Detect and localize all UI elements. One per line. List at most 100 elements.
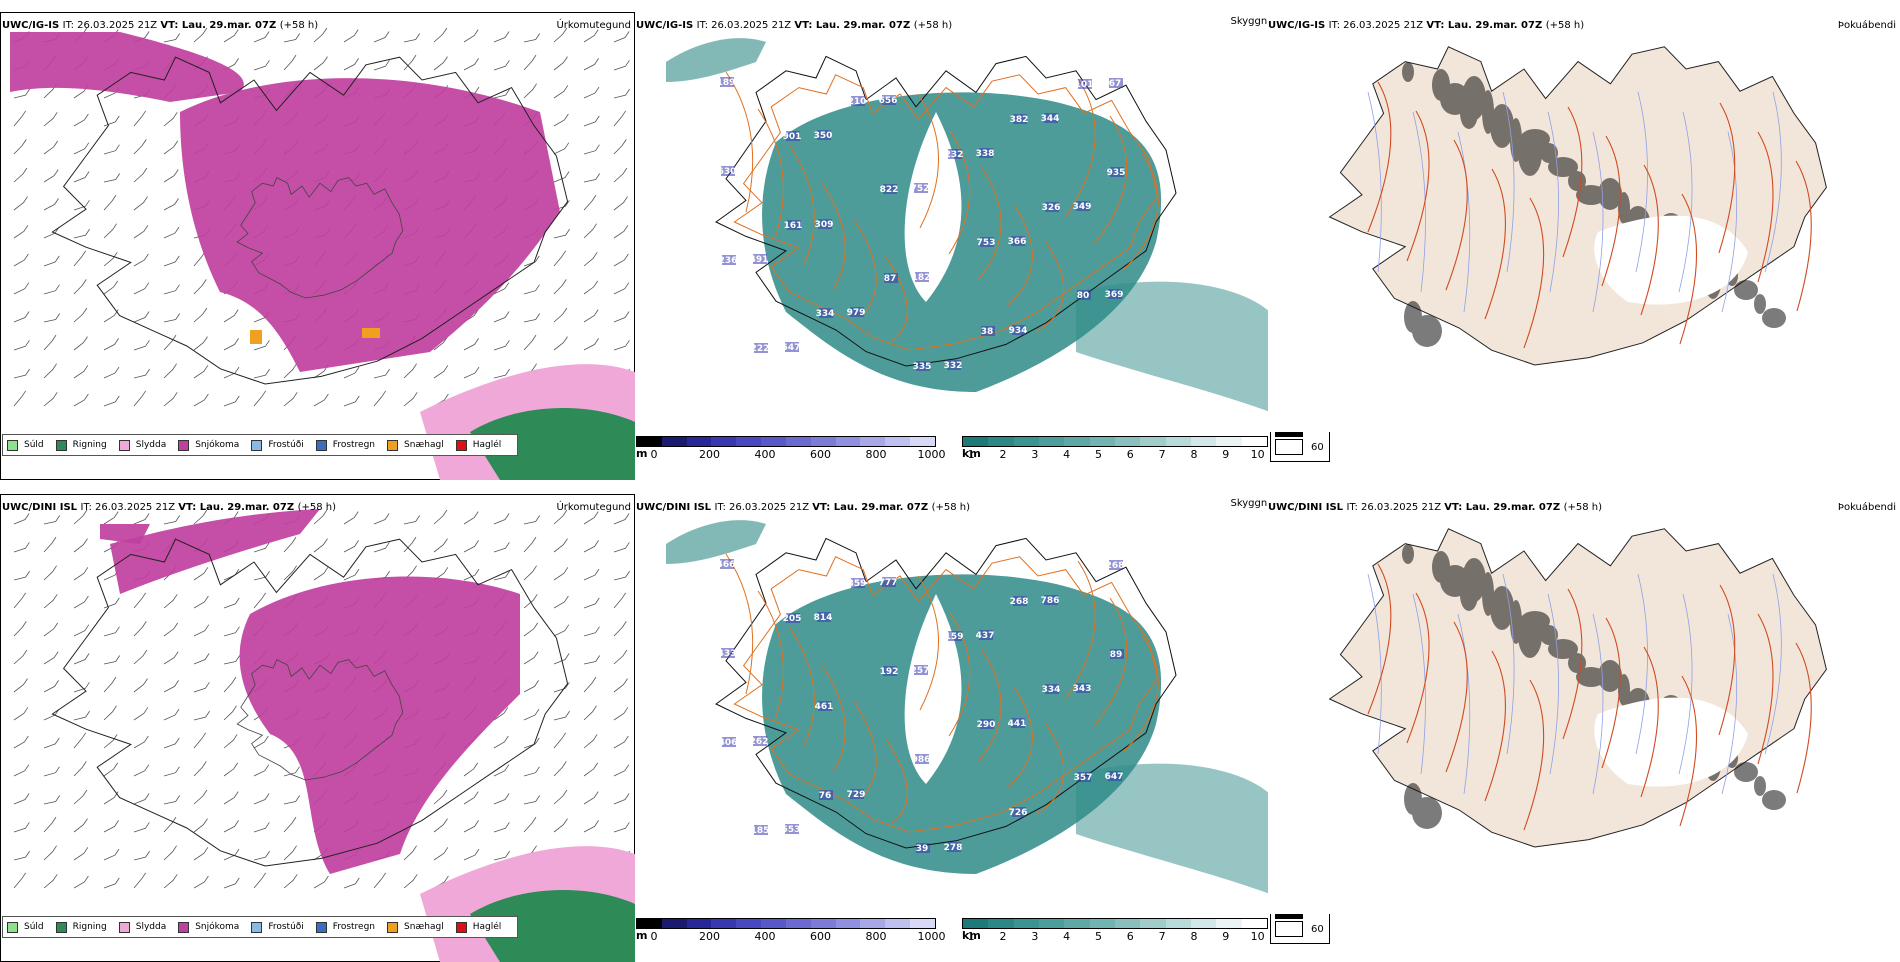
wind-barb: [43, 140, 59, 155]
road: [1718, 102, 1736, 254]
wind-barb: [403, 54, 417, 71]
legend-item: Snæhagl: [387, 921, 444, 933]
wind-barb: [613, 60, 630, 71]
wind-barb: [73, 624, 90, 637]
visibility-header: UWC/DINI ISL IT: 26.03.2025 21Z VT: Lau.…: [636, 502, 970, 513]
visibility-colorbar: km 1 2 3 4 5 6 7 8 9 10: [962, 436, 1268, 461]
fog-patch: [1462, 76, 1486, 120]
fog-shading: [1402, 62, 1786, 347]
fog-patch: [1402, 62, 1414, 82]
snow-area: [10, 32, 244, 102]
colorbar-tick: 400: [754, 930, 776, 943]
low-cloud-patch: [1109, 78, 1123, 88]
low-cloud-patch: [1077, 772, 1091, 782]
clear-area: [904, 594, 962, 784]
it-value: 26.03.2025 21Z: [711, 20, 795, 31]
wind-barb: [133, 340, 150, 351]
legend-item: Rigning: [55, 921, 107, 933]
wind-barb: [133, 735, 149, 749]
wind-barb: [193, 336, 208, 351]
river: [1367, 91, 1382, 273]
fog-patch: [1548, 639, 1578, 659]
wind-barb: [223, 705, 237, 721]
model-name: UWC/IG-IS: [636, 20, 697, 31]
legend-item: Slydda: [118, 921, 166, 933]
wind-barb: [343, 29, 359, 43]
wind-barb: [583, 762, 599, 777]
cloudbase-label: 814: [814, 613, 833, 623]
sun-legend-swatch: [1275, 439, 1303, 455]
wind-barb: [343, 511, 359, 525]
legend-label: Rigning: [72, 922, 107, 932]
river: [1635, 91, 1648, 273]
fog-patch: [1548, 157, 1578, 177]
river: [1457, 131, 1471, 313]
wind-barb: [433, 847, 449, 861]
colorbar-tick: 400: [754, 448, 776, 461]
cloudbase-label: 76: [819, 791, 832, 801]
wind-barb: [43, 334, 57, 351]
wind-barb: [493, 88, 510, 99]
fog-patch: [1520, 129, 1550, 149]
wind-barb: [163, 845, 177, 861]
wind-barb: [523, 816, 537, 833]
wind-barb: [553, 732, 567, 749]
fog-patch: [1462, 558, 1486, 602]
road: [885, 256, 908, 343]
wind-barb: [13, 570, 30, 581]
legend-swatch: [7, 439, 18, 451]
wind-barb: [613, 110, 627, 127]
wind-barb: [103, 194, 117, 211]
road: [725, 553, 754, 695]
wind-barb: [103, 734, 118, 749]
vt-label: VT:: [160, 20, 182, 31]
wind-barb: [163, 33, 181, 43]
wind-barb: [523, 284, 540, 295]
colorbar-tick: 6: [1126, 448, 1134, 461]
wind-barb: [43, 392, 58, 407]
sun-legend-row: 60: [1275, 439, 1325, 455]
legend-item: Súld: [7, 439, 44, 451]
cloudbase-label: 290: [977, 720, 996, 730]
low-cloud-patch: [948, 149, 962, 159]
road: [1367, 81, 1392, 233]
colorbar-cell: [910, 437, 935, 446]
wind-barb: [193, 365, 209, 379]
wind-barb: [463, 762, 479, 777]
low-visibility-area: [762, 92, 1162, 393]
cloudbase-label: 359: [848, 579, 867, 589]
wind-barb: [13, 368, 30, 379]
wind-barb: [13, 649, 28, 665]
cloudbase-label: 935: [1107, 168, 1126, 178]
sun-legend-value: 60: [1311, 923, 1324, 935]
coastline: [51, 538, 569, 867]
wind-barb: [613, 649, 628, 665]
fog-patch: [1762, 308, 1786, 328]
wind-barb: [283, 392, 298, 407]
cloudbase-label: 222: [751, 344, 770, 354]
legend-swatch: [55, 439, 67, 451]
wind-barb: [583, 58, 599, 71]
cloudbase-label: 87: [884, 274, 897, 284]
wind-barb: [403, 363, 417, 379]
wind-barb: [613, 678, 628, 693]
fog-patch: [1598, 660, 1622, 692]
wind-barb: [583, 144, 600, 155]
model-name: UWC/DINI ISL: [1268, 502, 1347, 513]
cloudbase-label: 461: [815, 702, 834, 712]
wind-barb: [193, 789, 208, 805]
low-cloud-patch: [850, 307, 864, 317]
wind-barb: [313, 56, 328, 71]
wind-barb: [43, 622, 59, 637]
low-visibility-area: [1076, 763, 1270, 894]
coastline: [51, 56, 569, 385]
road: [1795, 642, 1812, 794]
wind-barb: [163, 198, 179, 211]
model-name: UWC/IG-IS: [2, 20, 63, 31]
wind-barb: [373, 31, 390, 43]
wind-barb: [73, 171, 90, 183]
river: [1457, 613, 1471, 795]
cloudbase-label: 159: [945, 632, 964, 642]
legend-label: Snæhagl: [404, 440, 444, 450]
wind-barb: [493, 513, 510, 525]
